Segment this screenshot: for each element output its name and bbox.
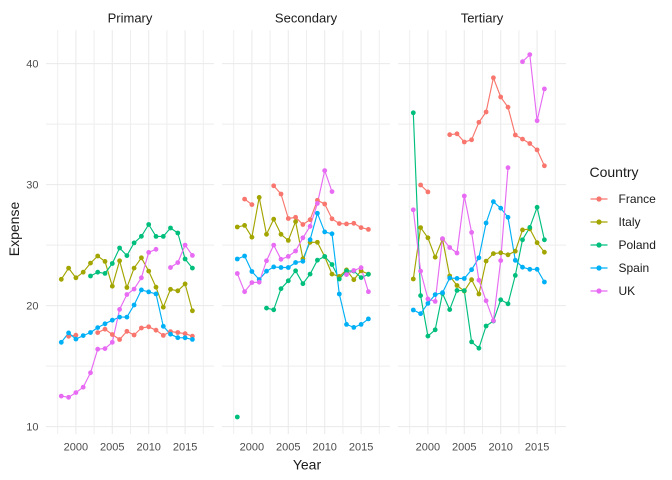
svg-text:2000: 2000 <box>416 442 440 454</box>
svg-text:Secondary: Secondary <box>275 11 338 26</box>
svg-text:Tertiary: Tertiary <box>461 11 504 26</box>
svg-text:Expense: Expense <box>6 202 22 257</box>
svg-text:France: France <box>619 192 657 206</box>
svg-text:2005: 2005 <box>100 442 124 454</box>
svg-text:20: 20 <box>26 301 38 313</box>
svg-text:2010: 2010 <box>488 442 512 454</box>
svg-text:2015: 2015 <box>349 442 373 454</box>
svg-text:2015: 2015 <box>173 442 197 454</box>
svg-text:2015: 2015 <box>525 442 549 454</box>
svg-text:30: 30 <box>26 180 38 192</box>
svg-text:2005: 2005 <box>452 442 476 454</box>
svg-text:UK: UK <box>619 284 636 298</box>
svg-text:2005: 2005 <box>276 442 300 454</box>
svg-text:2010: 2010 <box>136 442 160 454</box>
svg-text:2000: 2000 <box>240 442 264 454</box>
svg-text:Country: Country <box>590 164 639 180</box>
svg-text:10: 10 <box>26 422 38 434</box>
svg-text:2000: 2000 <box>64 442 88 454</box>
svg-text:Poland: Poland <box>619 238 656 252</box>
svg-text:Primary: Primary <box>108 11 153 26</box>
svg-text:Spain: Spain <box>619 261 650 275</box>
svg-text:Italy: Italy <box>619 215 641 229</box>
svg-text:40: 40 <box>26 59 38 71</box>
svg-text:Year: Year <box>293 457 322 473</box>
svg-text:2010: 2010 <box>312 442 336 454</box>
